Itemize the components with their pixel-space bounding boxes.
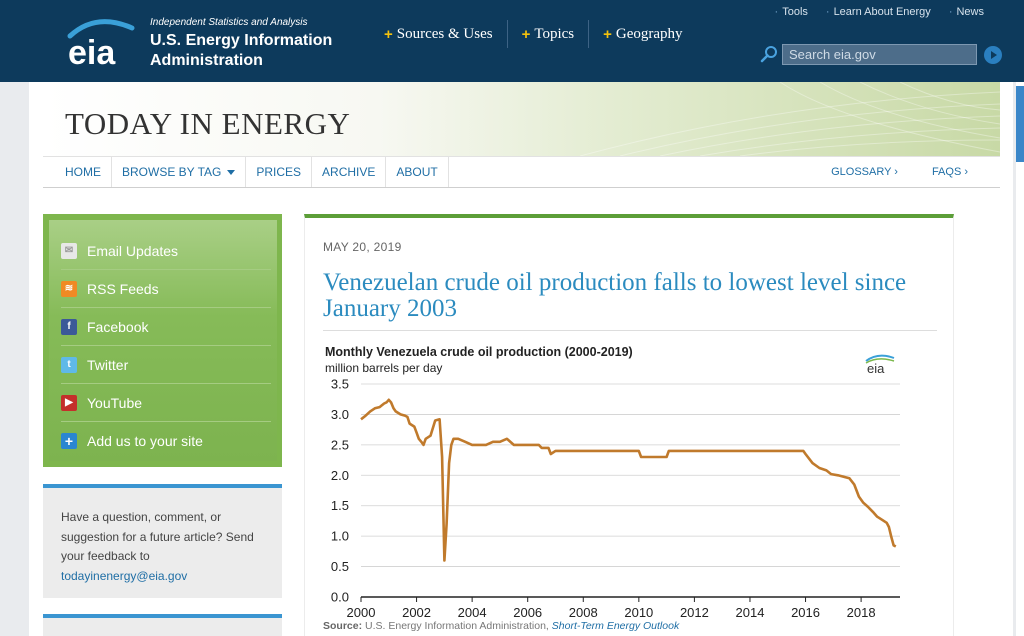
article-title: Venezuelan crude oil production falls to… bbox=[323, 269, 907, 322]
chart-source: Source: U.S. Energy Information Administ… bbox=[323, 620, 679, 632]
bullet-icon: · bbox=[774, 6, 779, 18]
article-date: MAY 20, 2019 bbox=[323, 240, 402, 254]
banner-pattern bbox=[580, 82, 1000, 156]
subnav-faqs[interactable]: FAQS › bbox=[931, 166, 968, 178]
rss-icon: ≋ bbox=[61, 280, 77, 297]
source-label: Source: bbox=[323, 620, 363, 632]
subnav-about[interactable]: ABOUT bbox=[386, 157, 449, 187]
youtube-icon: ▶ bbox=[61, 394, 77, 411]
bullet-icon: · bbox=[948, 6, 953, 18]
tagline: Independent Statistics and Analysis bbox=[150, 17, 308, 28]
x-tick-label: 2008 bbox=[569, 605, 598, 620]
link-learn-about-energy[interactable]: · Learn About Energy bbox=[825, 6, 931, 18]
social-email-updates[interactable]: ✉ Email Updates bbox=[61, 232, 271, 270]
caret-down-icon bbox=[227, 169, 236, 175]
search-icon bbox=[760, 46, 777, 63]
y-tick-label: 0.5 bbox=[331, 559, 349, 574]
search-submit-button[interactable] bbox=[984, 46, 1002, 64]
social-links-list: ✉ Email Updates ≋ RSS Feeds f Facebook t Twi… bbox=[49, 220, 277, 461]
twitter-icon: t bbox=[61, 356, 77, 373]
social-links-box: ✉ Email Updates ≋ RSS Feeds f Facebook t Twi… bbox=[43, 214, 282, 467]
x-tick-label: 2006 bbox=[513, 605, 542, 620]
x-tick-label: 2018 bbox=[847, 605, 876, 620]
feedback-text: Have a question, comment, or suggestion … bbox=[61, 510, 254, 563]
y-tick-label: 3.0 bbox=[331, 407, 349, 422]
plus-icon: + bbox=[61, 433, 77, 449]
subnav-browse-by-tag[interactable]: BROWSE BY TAG bbox=[112, 157, 247, 187]
x-tick-label: 2012 bbox=[680, 605, 709, 620]
search-input[interactable] bbox=[782, 44, 977, 65]
social-twitter[interactable]: t Twitter bbox=[61, 346, 271, 384]
utility-links: · Tools · Learn About Energy · News bbox=[775, 6, 984, 18]
x-tick-label: 2004 bbox=[458, 605, 487, 620]
y-tick-label: 0.0 bbox=[331, 590, 349, 605]
subnav-home[interactable]: HOME bbox=[43, 157, 112, 187]
link-news[interactable]: · News bbox=[948, 6, 984, 18]
y-tick-label: 1.5 bbox=[331, 498, 349, 513]
title-divider bbox=[323, 330, 937, 331]
subnav-right: GLOSSARY › FAQS › bbox=[831, 157, 968, 187]
article: MAY 20, 2019 Venezuelan crude oil produc… bbox=[304, 214, 954, 636]
scrollbar-thumb[interactable] bbox=[1016, 86, 1024, 162]
chart-ylabel: million barrels per day bbox=[325, 361, 443, 375]
bullet-icon: · bbox=[825, 6, 830, 18]
social-youtube[interactable]: ▶ YouTube bbox=[61, 384, 271, 422]
social-add-to-site[interactable]: + Add us to your site bbox=[61, 422, 271, 460]
site-header bbox=[0, 0, 1024, 82]
x-tick-label: 2016 bbox=[791, 605, 820, 620]
banner bbox=[43, 82, 1000, 156]
nav-geography[interactable]: + Geography bbox=[588, 20, 696, 48]
y-tick-label: 2.0 bbox=[331, 468, 349, 483]
chart-title: Monthly Venezuela crude oil production (… bbox=[325, 345, 633, 359]
plus-icon: + bbox=[521, 25, 531, 43]
production-chart: 0.0 0.5 1.0 1.5 2.0 2.5 3.0 3.5 2000 2002 2004 200… bbox=[331, 377, 900, 620]
x-tick-label: 2000 bbox=[347, 605, 376, 620]
series-line-venezuela-production bbox=[360, 398, 897, 562]
subnav-prices[interactable]: PRICES bbox=[246, 157, 313, 187]
subnav-archive[interactable]: ARCHIVE bbox=[312, 157, 387, 187]
eia-logo[interactable]: eia bbox=[66, 14, 136, 72]
source-text: U.S. Energy Information Administration, bbox=[365, 620, 549, 632]
nav-sources-uses[interactable]: + Sources & Uses bbox=[384, 25, 493, 43]
y-tick-label: 1.0 bbox=[331, 529, 349, 544]
y-tick-label: 2.5 bbox=[331, 437, 349, 452]
x-tick-label: 2014 bbox=[736, 605, 765, 620]
page-title: TODAY IN ENERGY bbox=[65, 106, 351, 141]
subnav-glossary[interactable]: GLOSSARY › bbox=[831, 166, 898, 178]
plus-icon: + bbox=[384, 25, 393, 43]
social-facebook[interactable]: f Facebook bbox=[61, 308, 271, 346]
eia-chart-logo-icon: eia bbox=[865, 354, 895, 374]
svg-text:eia: eia bbox=[867, 361, 885, 374]
link-tools[interactable]: · Tools bbox=[774, 6, 808, 18]
sidebar-box bbox=[43, 614, 282, 636]
email-icon: ✉ bbox=[61, 242, 77, 259]
section-nav: HOME BROWSE BY TAG PRICES ARCHIVE ABOUT … bbox=[43, 156, 1000, 188]
feedback-text-block: Have a question, comment, or suggestion … bbox=[61, 508, 271, 586]
feedback-box: Have a question, comment, or suggestion … bbox=[43, 484, 282, 598]
x-tick-label: 2002 bbox=[402, 605, 431, 620]
main-nav: + Sources & Uses + Topics + Geography bbox=[384, 20, 697, 48]
social-rss-feeds[interactable]: ≋ RSS Feeds bbox=[61, 270, 271, 308]
org-name[interactable]: U.S. Energy Information Administration bbox=[150, 32, 333, 69]
x-tick-label: 2010 bbox=[624, 605, 653, 620]
plus-icon: + bbox=[603, 25, 612, 43]
feedback-email-link[interactable]: todayinenergy@eia.gov bbox=[61, 568, 188, 583]
facebook-icon: f bbox=[61, 318, 77, 335]
source-link[interactable]: Short-Term Energy Outlook bbox=[551, 620, 680, 632]
y-tick-label: 3.5 bbox=[331, 377, 349, 392]
scrollbar-track[interactable] bbox=[1016, 82, 1024, 636]
logo-text: eia bbox=[68, 34, 116, 70]
nav-topics[interactable]: + Topics bbox=[506, 20, 589, 48]
